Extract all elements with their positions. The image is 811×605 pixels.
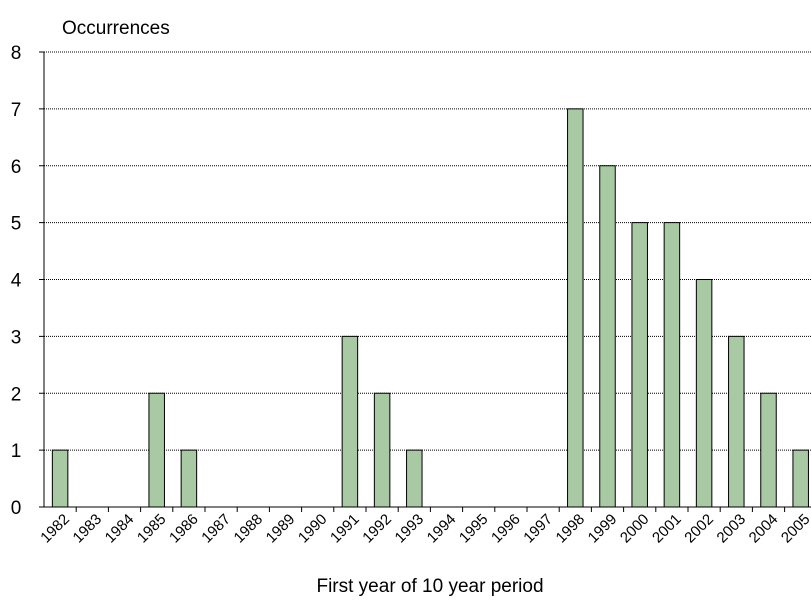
axes <box>39 51 811 512</box>
bar <box>792 449 809 508</box>
x-tick-label: 1986 <box>166 511 202 547</box>
x-tick-label: 2002 <box>681 511 717 547</box>
x-tick-label: 1982 <box>37 511 73 547</box>
x-tick-label: 1987 <box>198 511 234 547</box>
x-tick-label: 2001 <box>649 511 685 547</box>
y-tick-label: 4 <box>11 271 22 292</box>
y-tick-label: 8 <box>11 43 22 64</box>
x-tick-label: 1991 <box>327 511 363 547</box>
x-tick-label: 1983 <box>70 511 106 547</box>
bar <box>663 222 681 508</box>
x-tick-label: 2003 <box>714 511 750 547</box>
y-tick-label: 6 <box>11 157 22 178</box>
x-tick-label: 1996 <box>488 511 524 547</box>
x-tick-labels: 1982198319841985198619871988198919901991… <box>37 511 811 547</box>
y-tick-label: 5 <box>11 214 22 235</box>
bar <box>148 392 165 508</box>
y-tick-label: 7 <box>11 100 22 121</box>
bar <box>406 449 423 508</box>
x-axis-label: First year of 10 year period <box>316 576 543 597</box>
bars <box>51 108 809 508</box>
x-tick-label: 2005 <box>778 511 811 547</box>
x-tick-label: 1984 <box>102 511 138 547</box>
bar <box>728 335 745 508</box>
y-tick-label: 2 <box>11 384 22 405</box>
x-tick-label: 1994 <box>424 511 460 547</box>
bar <box>760 392 777 508</box>
x-tick-label: 1990 <box>295 511 331 547</box>
x-tick-label: 2004 <box>746 511 782 547</box>
x-tick-label: 1985 <box>134 511 170 547</box>
x-tick-label: 1992 <box>359 511 395 547</box>
bar <box>695 279 713 508</box>
bar <box>599 165 616 508</box>
x-tick-label: 1989 <box>263 511 299 547</box>
bar <box>180 449 198 508</box>
y-tick-label: 3 <box>11 327 22 348</box>
bar <box>341 335 359 508</box>
bar <box>51 449 69 508</box>
x-tick-label: 1988 <box>231 511 267 547</box>
x-tick-label: 1998 <box>553 511 589 547</box>
y-tick-labels: 0 1 2 3 4 5 6 7 8 <box>11 43 22 519</box>
y-tick-label: 0 <box>11 498 22 519</box>
y-tick-label: 1 <box>11 441 22 462</box>
x-tick-label: 1993 <box>392 511 428 547</box>
x-tick-label: 1997 <box>520 511 556 547</box>
bar <box>373 392 391 508</box>
x-tick-label: 1999 <box>585 511 621 547</box>
bar <box>567 108 584 508</box>
x-tick-label: 2000 <box>617 511 653 547</box>
y-axis-label: Occurrences <box>62 18 170 39</box>
bar <box>631 222 648 508</box>
x-tick-label: 1995 <box>456 511 492 547</box>
